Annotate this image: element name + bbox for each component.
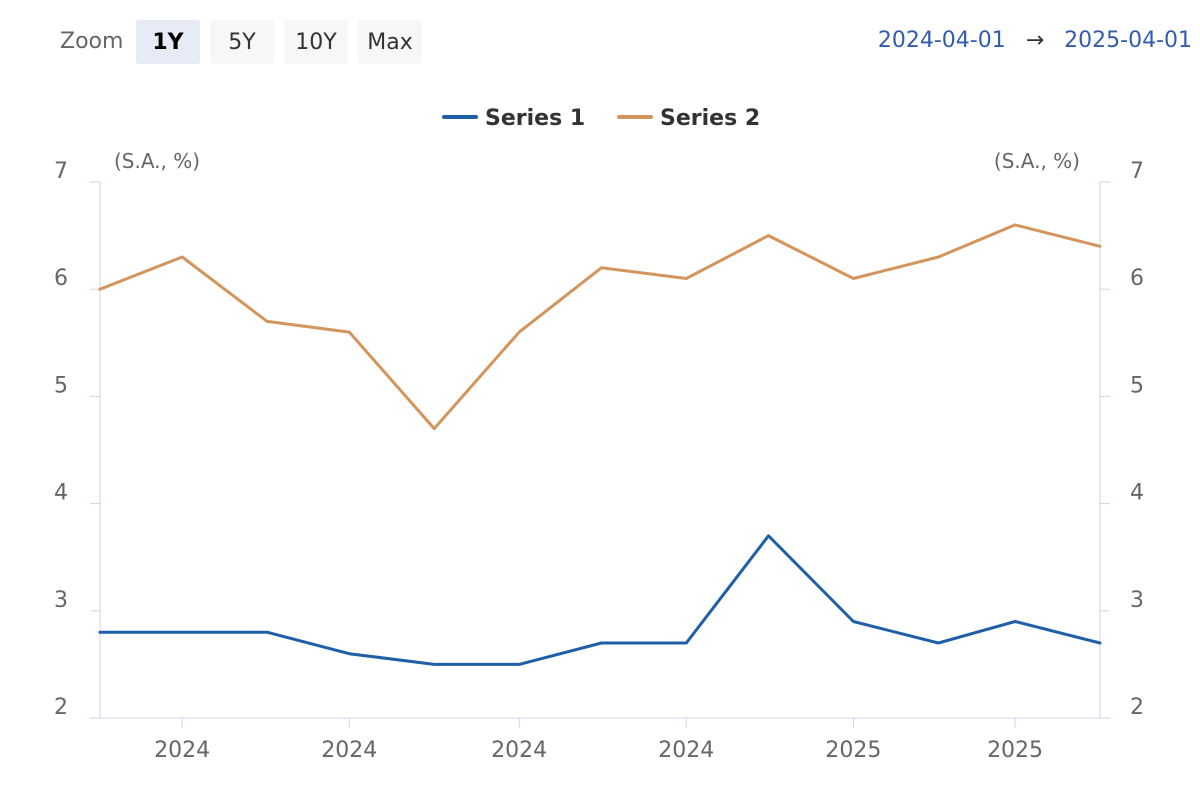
zoom-5y-button[interactable]: 5Y: [210, 20, 274, 64]
zoom-10y-button[interactable]: 10Y: [284, 20, 348, 64]
right-y-tick-label: 2: [1130, 695, 1144, 720]
left-y-tick-label: 6: [54, 266, 68, 291]
x-tick-label: 2025: [987, 738, 1043, 763]
range-to-input[interactable]: 2025-04-01: [1064, 28, 1192, 53]
right-y-tick-label: 4: [1130, 481, 1144, 506]
legend-label-series-2: Series 2: [660, 106, 760, 131]
left-y-tick-label: 3: [54, 588, 68, 613]
legend-item-series-1[interactable]: Series 1: [442, 106, 585, 131]
legend-label-series-1: Series 1: [485, 106, 585, 131]
right-axis-unit-label: (S.A., %): [994, 149, 1080, 173]
left-y-tick-label: 2: [54, 695, 68, 720]
left-axis-unit-label: (S.A., %): [114, 149, 200, 173]
zoom-max-button[interactable]: Max: [358, 20, 422, 64]
legend: Series 1 Series 2: [442, 106, 760, 131]
range-from-input[interactable]: 2024-04-01: [877, 28, 1006, 53]
left-y-tick-label: 7: [54, 159, 68, 184]
axes: 2 2 3 3 4 4 5 5 6 6 7 7 2024 2024 2024 2024 2025 2025: [54, 159, 1144, 763]
series-2-line[interactable]: [98, 223, 1102, 431]
series-lines: [98, 223, 1102, 666]
left-y-tick-label: 5: [54, 373, 68, 398]
right-y-tick-label: 3: [1130, 588, 1144, 613]
zoom-label: Zoom: [60, 29, 124, 54]
right-y-tick-label: 6: [1130, 266, 1144, 291]
date-range: 2024-04-01 → 2025-04-01: [878, 28, 1192, 53]
toolbar: Zoom 1Y 5Y 10Y Max 2024-04-01 → 2025-04-01: [0, 0, 1200, 84]
right-y-tick-label: 7: [1130, 159, 1144, 184]
series-1-line[interactable]: [98, 534, 1102, 666]
x-tick-label: 2024: [154, 738, 210, 763]
x-tick-label: 2024: [321, 738, 377, 763]
right-y-tick-label: 5: [1130, 373, 1144, 398]
range-arrow-icon: →: [1025, 28, 1045, 53]
left-y-tick-label: 4: [54, 481, 68, 506]
x-tick-label: 2024: [658, 738, 714, 763]
legend-item-series-2[interactable]: Series 2: [617, 106, 760, 131]
x-tick-label: 2025: [825, 738, 881, 763]
zoom-1y-button[interactable]: 1Y: [136, 20, 200, 64]
x-tick-label: 2024: [491, 738, 547, 763]
